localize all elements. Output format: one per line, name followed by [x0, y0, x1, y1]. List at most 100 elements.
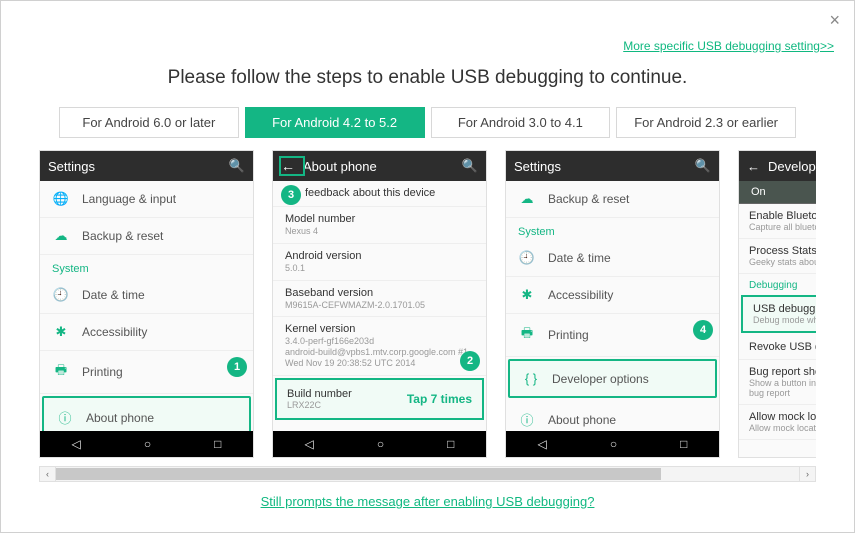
item-label: Developer options: [552, 372, 703, 386]
list-item: ✱ Accessibility: [40, 314, 253, 351]
scrollbar-thumb[interactable]: [56, 468, 661, 480]
braces-icon: { }: [522, 371, 540, 386]
item-label: Printing: [82, 365, 241, 379]
list-item: 🖶 Printing 1: [40, 351, 253, 394]
item-key: Revoke USB debu: [749, 341, 816, 353]
build-value: LRX22C: [287, 400, 352, 410]
list-item: 🌐 Language & input: [40, 181, 253, 218]
step2-phone: ← About phone 🔍 3 feedback about this de…: [272, 150, 487, 458]
step-badge-2: 2: [460, 351, 480, 371]
step1-phone: Settings 🔍 🌐 Language & input ☁ Backup &…: [39, 150, 254, 458]
instruction-screenshots: Settings 🔍 🌐 Language & input ☁ Backup &…: [39, 150, 816, 458]
nav-recent-icon: □: [447, 437, 454, 451]
cloud-icon: ☁: [518, 191, 536, 207]
android-nav-bar: ◁ ○ □: [40, 431, 253, 457]
horizontal-scrollbar[interactable]: ‹ ›: [39, 466, 816, 482]
list-item: Allow mock locat Allow mock locatio: [739, 405, 816, 440]
list-item: Process Stats Geeky stats about r: [739, 239, 816, 274]
item-key: Bug report short: [749, 366, 816, 378]
tab-android-3[interactable]: For Android 3.0 to 4.1: [431, 107, 611, 138]
step4-phone-partial: ← Develop On Enable Bluetooth Capture al…: [738, 150, 816, 458]
tab-android-4-2[interactable]: For Android 4.2 to 5.2: [245, 107, 425, 138]
clock-icon: 🕘: [518, 250, 536, 266]
nav-back-icon: ◁: [72, 437, 81, 451]
info-block: Model number Nexus 4: [273, 207, 486, 244]
section-label: System: [506, 218, 719, 240]
item-label: Printing: [548, 328, 707, 342]
item-key: Enable Bluetooth: [749, 210, 816, 222]
build-number-highlight: Build number LRX22C Tap 7 times: [275, 378, 484, 420]
info-value: M9615A-CEFWMAZM-2.0.1701.05: [285, 300, 474, 311]
accessibility-icon: ✱: [52, 324, 70, 340]
nav-back-icon: ◁: [305, 437, 314, 451]
cloud-icon: ☁: [52, 228, 70, 244]
scroll-left-arrow[interactable]: ‹: [40, 467, 56, 481]
info-key: Kernel version: [285, 323, 474, 335]
info-block: Kernel version 3.4.0-perf-gf166e203d and…: [273, 317, 486, 375]
list-item: ☁ Backup & reset: [506, 181, 719, 218]
back-button-highlight: ←: [281, 158, 303, 174]
nav-home-icon: ○: [144, 437, 151, 451]
step-badge-3: 3: [281, 185, 301, 205]
item-value: Show a button in th bug report: [749, 378, 816, 398]
info-value: 5.0.1: [285, 263, 474, 274]
phone1-title: Settings: [48, 159, 229, 174]
scroll-right-arrow[interactable]: ›: [799, 467, 815, 481]
developer-options-highlight: { } Developer options: [508, 359, 717, 398]
info-key: Android version: [285, 250, 474, 262]
list-item: Bug report short Show a button in th bug…: [739, 360, 816, 405]
troubleshoot-link[interactable]: Still prompts the message after enabling…: [1, 494, 854, 509]
more-settings-link[interactable]: More specific USB debugging setting>>: [623, 39, 834, 53]
item-label: Accessibility: [82, 325, 241, 339]
item-label: About phone: [86, 411, 237, 425]
phone2-title: About phone: [303, 159, 462, 174]
search-icon: 🔍: [229, 158, 245, 174]
tab-android-6[interactable]: For Android 6.0 or later: [59, 107, 239, 138]
android-version-tabs: For Android 6.0 or later For Android 4.2…: [59, 107, 796, 138]
android-nav-bar: ◁ ○ □: [506, 431, 719, 457]
item-value: Allow mock locatio: [749, 423, 816, 433]
list-item: ✱ Accessibility: [506, 277, 719, 314]
item-label: Date & time: [82, 288, 241, 302]
item-value: Geeky stats about r: [749, 257, 816, 267]
search-icon: 🔍: [462, 158, 478, 174]
info-key: Model number: [285, 213, 474, 225]
print-icon: 🖶: [518, 324, 536, 346]
info-key: Baseband version: [285, 287, 474, 299]
nav-home-icon: ○: [377, 437, 384, 451]
phone3-header: Settings 🔍: [506, 151, 719, 181]
search-icon: 🔍: [695, 158, 711, 174]
nav-recent-icon: □: [214, 437, 221, 451]
nav-recent-icon: □: [680, 437, 687, 451]
step-badge-4: 4: [693, 320, 713, 340]
item-label: Language & input: [82, 192, 241, 206]
info-value: Nexus 4: [285, 226, 474, 237]
phone4-title: Develop: [768, 159, 816, 174]
usb-debugging-dialog: × More specific USB debugging setting>> …: [0, 0, 855, 533]
item-label: Backup & reset: [548, 192, 707, 206]
accessibility-icon: ✱: [518, 287, 536, 303]
item-label: Date & time: [548, 251, 707, 265]
toggle-on-label: On: [739, 181, 816, 204]
globe-icon: 🌐: [52, 191, 70, 207]
build-key: Build number: [287, 388, 352, 400]
tab-android-2-3[interactable]: For Android 2.3 or earlier: [616, 107, 796, 138]
usb-debugging-highlight: USB debugging Debug mode when: [741, 295, 816, 333]
back-arrow-icon: ←: [281, 158, 295, 174]
list-item: ☁ Backup & reset: [40, 218, 253, 255]
item-label: Accessibility: [548, 288, 707, 302]
phone2-header: ← About phone 🔍: [273, 151, 486, 181]
list-item: ⓘ About phone: [506, 400, 719, 431]
tap-instruction: Tap 7 times: [407, 392, 472, 406]
nav-back-icon: ◁: [538, 437, 547, 451]
item-value: Capture all bluetoot: [749, 222, 816, 232]
list-item: 🖶 Printing 4: [506, 314, 719, 357]
android-nav-bar: ◁ ○ □: [273, 431, 486, 457]
item-key: USB debugging: [753, 303, 816, 315]
print-icon: 🖶: [52, 361, 70, 383]
info-block: Android version 5.0.1: [273, 244, 486, 281]
about-phone-highlight: ⓘ About phone: [42, 396, 251, 431]
step-badge-1: 1: [227, 357, 247, 377]
close-button[interactable]: ×: [829, 11, 840, 29]
phone4-header: ← Develop: [739, 151, 816, 181]
